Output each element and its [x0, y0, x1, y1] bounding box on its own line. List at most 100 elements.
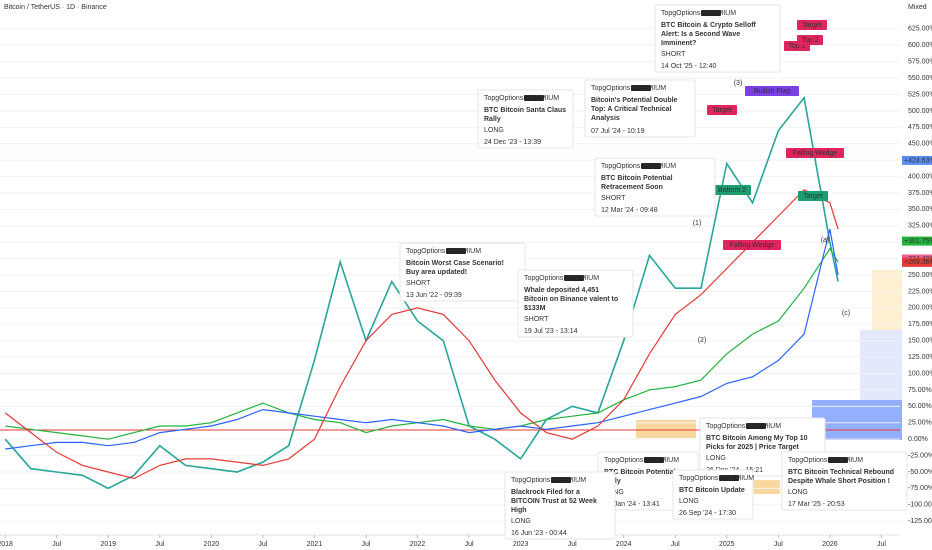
series-line [4, 95, 839, 490]
price-tag-label: +269.36% [904, 259, 932, 266]
card-date: 12 Mar '24 - 09:48 [601, 207, 658, 214]
y-tick-label: 175.00% [908, 321, 932, 328]
x-tick-label: Jul [877, 541, 886, 548]
annotation: Target [712, 107, 732, 114]
y-tick-label: 550.00% [908, 75, 932, 82]
y-tick-label: 100.00% [908, 370, 932, 377]
card-badge-bg [641, 163, 661, 169]
y-tick-label: 0.00% [908, 436, 928, 443]
card-badge-bg [446, 248, 466, 254]
card-date: 07 Jul '24 - 10:19 [591, 128, 645, 135]
card-badge-bg [644, 457, 664, 463]
x-tick-label: Jul [671, 541, 680, 548]
x-tick-label: 2023 [513, 541, 529, 548]
card-badge: PREMIUM [633, 85, 666, 92]
card-author: TopgOptions [406, 248, 446, 255]
y-tick-label: 25.00% [908, 420, 932, 427]
idea-card[interactable]: TopgOptions PREMIUM Bitcoin's Potential Do… [584, 79, 696, 138]
card-date: 19 Jul '23 - 13:14 [524, 328, 578, 335]
card-background [594, 157, 716, 217]
y-tick-label: -25.00% [908, 452, 932, 459]
idea-card[interactable]: TopgOptions PREMIUM BTC Bitcoin & Crypto S… [654, 4, 781, 73]
card-title: BTC Bitcoin Technical Rebound Despite Wha… [788, 469, 894, 485]
idea-card[interactable]: TopgOptions PREMIUM BTC Bitcoin Update LONG… [672, 469, 754, 520]
card-badge-bg [719, 475, 739, 481]
card-author: TopgOptions [679, 475, 719, 482]
x-tick-label: Jul [774, 541, 783, 548]
card-author: TopgOptions [788, 457, 828, 464]
card-badge: PREMIUM [566, 275, 599, 282]
card-author: TopgOptions [591, 85, 631, 92]
x-tick-label: 2026 [822, 541, 838, 548]
card-background [504, 471, 616, 540]
card-date: 17 Mar '25 - 20:53 [788, 501, 845, 508]
y-tick-label: 375.00% [908, 190, 932, 197]
y-tick-label: 225.00% [908, 288, 932, 295]
card-background [584, 79, 696, 138]
idea-card[interactable]: TopgOptions PREMIUM BTC Bitcoin Technical … [781, 451, 908, 511]
idea-card[interactable]: TopgOptions PREMIUM Whale deposited 4,451 B… [517, 269, 634, 338]
annotation: Falling Wedge [730, 242, 775, 249]
card-badge-bg [551, 477, 571, 483]
annotation-box [797, 20, 827, 30]
card-badge: PREMIUM [526, 95, 559, 102]
annotation: Top 1 [788, 43, 805, 50]
y-tick-label: 350.00% [908, 206, 932, 213]
card-date: 13 Jun '22 - 09:39 [406, 292, 462, 299]
y-tick-label: -100.00% [908, 502, 932, 509]
y-tick-label: 600.00% [908, 42, 932, 49]
card-author: TopgOptions [484, 95, 524, 102]
card-badge: PREMIUM [646, 457, 679, 464]
x-tick-label: 2024 [616, 541, 632, 548]
card-date: 26 Sep '24 - 17:30 [679, 510, 736, 517]
annotation: Target [803, 193, 823, 200]
idea-card[interactable]: TopgOptions PREMIUM Bitcoin Worst Case Sce… [399, 242, 526, 302]
price-tag-label: +301.75% [904, 238, 932, 245]
card-title: BTC Bitcoin & Crypto Selloff Alert: Is a … [661, 22, 757, 47]
x-tick-label: 2021 [307, 541, 323, 548]
card-author: TopgOptions [604, 457, 644, 464]
y-tick-label: 325.00% [908, 223, 932, 230]
card-author: TopgOptions [706, 423, 746, 430]
scale-label: Mixed [908, 4, 927, 11]
card-author: TopgOptions [511, 477, 551, 484]
card-badge-bg [828, 457, 848, 463]
card-badge: PREMIUM [643, 163, 676, 170]
card-title: Bitcoin's Potential Double Top: A Critica… [591, 97, 678, 122]
card-author: TopgOptions [601, 163, 641, 170]
annotation: (2) [698, 337, 707, 344]
annotation: (c) [842, 310, 850, 317]
annotation-box [707, 105, 737, 115]
y-tick-label: 75.00% [908, 387, 932, 394]
x-tick-label: 2018 [0, 541, 13, 548]
card-author: TopgOptions [524, 275, 564, 282]
y-tick-label: -125.00% [908, 518, 932, 525]
annotation: Target [802, 22, 822, 29]
y-tick-label: 250.00% [908, 272, 932, 279]
card-background [477, 89, 574, 149]
x-tick-label: Jul [52, 541, 61, 548]
annotation-box [786, 148, 844, 158]
card-date: 14 Oct '25 - 12:40 [661, 63, 717, 70]
series-line [4, 188, 839, 480]
y-tick-label: -50.00% [908, 469, 932, 476]
x-tick-label: 2020 [204, 541, 220, 548]
price-tag-box [902, 236, 932, 246]
idea-card[interactable]: TopgOptions PREMIUM BTC Bitcoin Santa Clau… [477, 89, 574, 149]
y-tick-label: 475.00% [908, 124, 932, 131]
card-background [517, 269, 634, 338]
x-tick-label: 2019 [100, 541, 116, 548]
y-tick-label: 50.00% [908, 403, 932, 410]
card-badge-bg [524, 95, 544, 101]
x-tick-label: 2022 [410, 541, 426, 548]
card-direction: SHORT [406, 280, 431, 287]
card-badge: PREMIUM [448, 248, 481, 255]
card-date: 21 Jan '24 - 13:41 [604, 501, 660, 508]
y-tick-label: 525.00% [908, 91, 932, 98]
y-tick-label: 400.00% [908, 173, 932, 180]
card-title: Whale deposited 4,451 Bitcoin on Binance … [524, 287, 618, 312]
price-tag-box [902, 257, 932, 267]
